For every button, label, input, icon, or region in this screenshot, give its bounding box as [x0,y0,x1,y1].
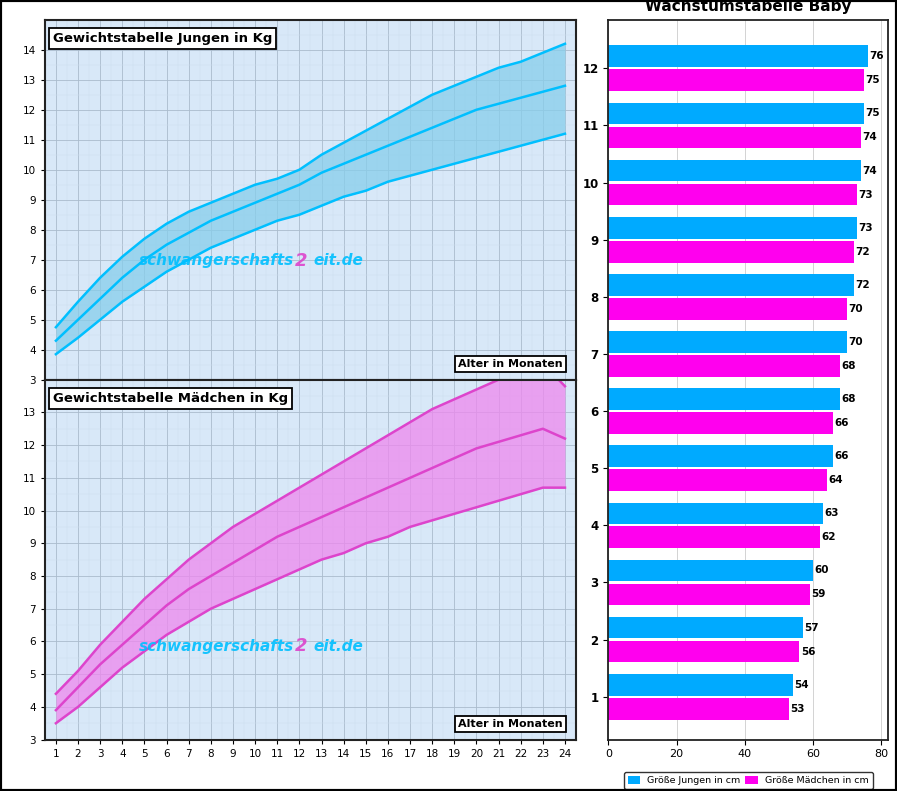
Text: eit.de: eit.de [313,638,363,653]
Text: Gewichtstabelle Mädchen in Kg: Gewichtstabelle Mädchen in Kg [53,392,288,405]
Bar [608,445,833,467]
Bar [608,584,810,605]
Bar [608,698,789,720]
Bar [608,617,803,638]
Bar [608,559,813,581]
Text: 76: 76 [869,51,884,62]
Text: 2: 2 [294,637,307,655]
Text: 68: 68 [841,394,856,404]
Text: 75: 75 [866,75,880,85]
Text: Gewichtstabelle Jungen in Kg: Gewichtstabelle Jungen in Kg [53,32,272,45]
Bar [608,527,820,548]
Text: 66: 66 [835,451,849,461]
Text: schwangerschafts: schwangerschafts [139,638,294,653]
Text: 72: 72 [856,280,870,290]
Bar [608,217,858,239]
Bar [608,502,823,524]
Text: eit.de: eit.de [313,253,363,268]
Title: Wachstumstabelle Baby: Wachstumstabelle Baby [645,0,851,14]
Text: 62: 62 [822,532,836,543]
Bar [608,355,840,377]
Text: 70: 70 [849,304,863,314]
Text: 60: 60 [814,566,829,576]
Text: 70: 70 [849,337,863,347]
Text: Alter in Monaten: Alter in Monaten [458,359,562,369]
Legend: Größe Jungen in cm, Größe Mädchen in cm: Größe Jungen in cm, Größe Mädchen in cm [623,772,873,789]
Bar [608,70,864,91]
Bar [608,298,847,320]
Bar [608,160,861,181]
Bar [608,240,854,263]
Text: 54: 54 [794,679,808,690]
Text: 53: 53 [790,704,805,713]
Text: 63: 63 [824,509,839,518]
Text: 2: 2 [294,252,307,270]
Bar [608,469,827,491]
Text: 73: 73 [858,190,874,199]
Bar [608,127,861,148]
Bar [608,641,799,662]
Text: 74: 74 [862,132,877,142]
Bar [608,388,840,410]
Bar [608,45,867,67]
Text: Alter in Monaten: Alter in Monaten [458,719,562,729]
Bar [608,274,854,296]
Bar [608,184,858,206]
Text: 59: 59 [811,589,825,600]
Bar [608,103,864,124]
Text: schwangerschafts: schwangerschafts [139,253,294,268]
Text: 74: 74 [862,165,877,176]
Bar [608,331,847,353]
Text: 57: 57 [804,623,819,633]
Text: 72: 72 [856,247,870,257]
Bar [608,412,833,434]
Bar [608,674,793,695]
Text: 73: 73 [858,223,874,233]
Text: 66: 66 [835,418,849,428]
Text: 68: 68 [841,361,856,371]
Text: 56: 56 [801,646,815,657]
Text: 64: 64 [828,475,842,485]
Text: 75: 75 [866,108,880,119]
